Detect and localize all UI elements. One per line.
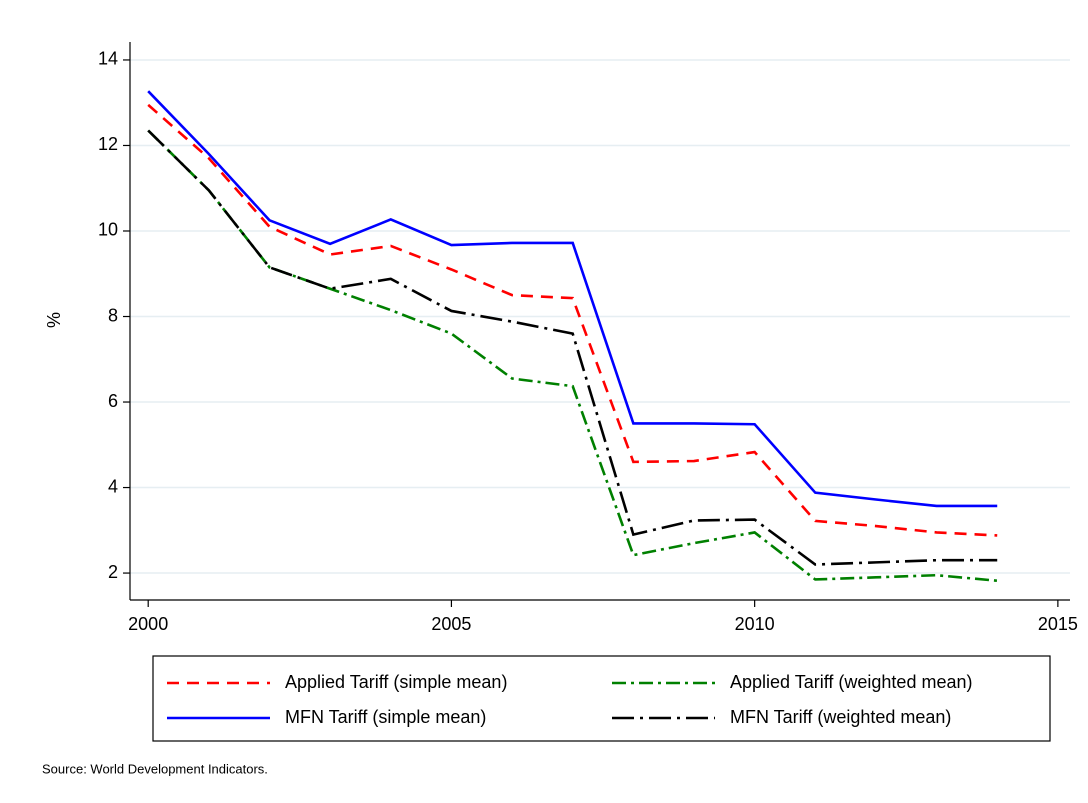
source-note: Source: World Development Indicators.	[42, 761, 268, 776]
x-tick-label: 2005	[431, 614, 471, 634]
legend-label: Applied Tariff (simple mean)	[285, 672, 507, 692]
x-tick-label: 2015	[1038, 614, 1078, 634]
x-tick-label: 2000	[128, 614, 168, 634]
y-tick-label: 4	[108, 476, 118, 496]
y-axis-label: %	[44, 312, 64, 328]
data-line	[147, 129, 998, 566]
y-tick-label: 14	[98, 49, 118, 69]
legend-label: MFN Tariff (simple mean)	[285, 707, 486, 727]
legend-box	[152, 655, 1051, 742]
data-line	[147, 90, 998, 508]
x-tick-label: 2010	[735, 614, 775, 634]
legend-label: Applied Tariff (weighted mean)	[730, 672, 972, 692]
y-tick-label: 6	[108, 391, 118, 411]
data-line	[147, 129, 998, 583]
y-tick-label: 12	[98, 134, 118, 154]
legend-label: MFN Tariff (weighted mean)	[730, 707, 951, 727]
y-tick-label: 10	[98, 220, 118, 240]
data-line	[147, 103, 998, 537]
y-tick-label: 2	[108, 562, 118, 582]
y-tick-label: 8	[108, 305, 118, 325]
